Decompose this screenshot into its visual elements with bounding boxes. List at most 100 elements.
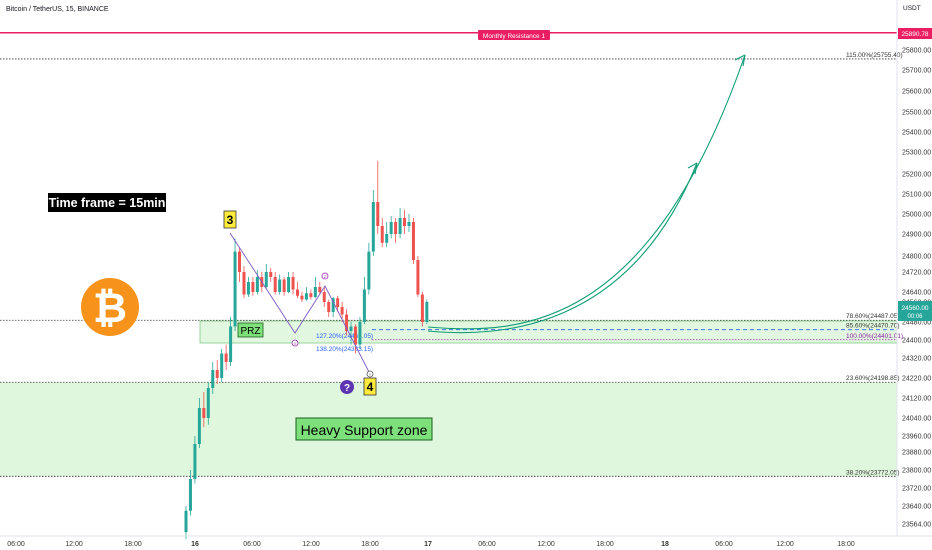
price-tick-label: 24220.00 — [902, 376, 931, 383]
currency-label: USDT — [903, 5, 921, 12]
point-y-text: Y — [369, 373, 372, 377]
time-tick-label: 18:00 — [124, 541, 142, 548]
candle-body — [389, 222, 393, 234]
time-axis[interactable]: 06:00 12:00 18:00 16 06:00 12:00 18:00 17 06:00 1… — [7, 541, 855, 548]
harmonic-pattern-line — [229, 232, 371, 375]
candle-body — [184, 510, 188, 533]
candles-layer — [184, 160, 429, 540]
candle-body — [246, 282, 250, 295]
time-tick-label: 12:00 — [776, 541, 794, 548]
time-tick-label: 06:00 — [243, 541, 261, 548]
candle-body — [376, 202, 380, 226]
resistance-price-text: 25890.78 — [901, 31, 928, 38]
candle-body — [322, 292, 326, 302]
candle-body — [407, 222, 411, 226]
chart-symbol-title: Bitcoin / TetherUS, 15, BINANCE — [6, 6, 109, 13]
candle-body — [211, 370, 215, 388]
candle-body — [380, 226, 384, 243]
point-x-text: X — [294, 342, 297, 346]
price-tick-label: 23960.00 — [902, 434, 931, 441]
question-marker: ? — [340, 380, 354, 394]
support-zone-text: Heavy Support zone — [301, 422, 428, 438]
candle-body — [411, 222, 415, 260]
bar-countdown-text: 00:06 — [907, 314, 923, 320]
price-tick-label: 25500.00 — [902, 110, 931, 117]
price-axis[interactable]: 23564.00 23640.00 23720.00 23800.00 23880.00… — [902, 48, 931, 529]
time-tick-label: 16 — [191, 541, 199, 548]
candle-body — [220, 353, 224, 378]
candle-body — [202, 408, 206, 418]
time-tick-label: 18:00 — [596, 541, 614, 548]
candle-body — [358, 322, 362, 345]
candle-body — [287, 277, 291, 292]
projection-arrow-upper — [427, 54, 746, 330]
point-z-marker: Z — [321, 272, 329, 280]
zones-layer — [0, 320, 898, 477]
candle-body — [345, 314, 349, 331]
price-tick-label: 23800.00 — [902, 468, 931, 475]
candle-body — [416, 260, 420, 295]
candle-body — [229, 326, 233, 362]
fib-level-label: 78.60%(24487.05) — [846, 313, 900, 320]
price-tick-label: 24400.00 — [902, 338, 931, 345]
price-tick-label: 24900.00 — [902, 232, 931, 239]
candle-body — [309, 293, 313, 297]
price-tick-label: 24640.00 — [902, 290, 931, 297]
projection-arrow-lower — [427, 162, 698, 334]
projection-arrowhead-upper — [734, 54, 746, 67]
candle-body — [403, 218, 407, 226]
candle-body — [394, 222, 398, 234]
candle-body — [362, 289, 366, 322]
price-tick-label: 24720.00 — [902, 270, 931, 277]
price-tick-label: 25800.00 — [902, 48, 931, 55]
candle-body — [318, 287, 322, 292]
monthly-resistance-tag: Monthly Resistance 1 — [478, 30, 550, 40]
wave-4-label: 4 — [363, 377, 377, 396]
candle-body — [224, 353, 228, 362]
fib-level-label: 85.60%(24470.70) — [846, 323, 900, 330]
candle-body — [398, 218, 402, 234]
candle-body — [313, 287, 317, 297]
prz-label: PRZ — [237, 322, 264, 338]
price-tick-label: 25300.00 — [902, 150, 931, 157]
fib-level-label: 100.00%(24401.01) — [846, 333, 903, 340]
arrows-layer — [427, 54, 746, 334]
candle-body — [282, 279, 286, 292]
candle-body — [371, 202, 375, 252]
candle-body — [273, 277, 277, 292]
price-tick-label: 25000.00 — [902, 212, 931, 219]
pattern-layer — [229, 232, 371, 375]
price-tick-label: 24800.00 — [902, 254, 931, 261]
candle-body — [206, 388, 210, 418]
point-y-marker: Y — [366, 370, 374, 378]
candle-body — [296, 289, 299, 296]
price-tick-label: 23640.00 — [902, 504, 931, 511]
question-icon: ? — [344, 383, 350, 394]
support-zone-label: Heavy Support zone — [295, 417, 433, 441]
wave-4-text: 4 — [367, 380, 374, 394]
time-tick-label: 12:00 — [65, 541, 83, 548]
harmonic-fib-label: 138.20%(24383.15) — [316, 346, 373, 353]
price-tick-label: 23564.00 — [902, 522, 931, 529]
bitcoin-logo: ₿ — [81, 278, 139, 336]
price-tick-label: 24480.00 — [902, 320, 931, 327]
time-tick-label: 12:00 — [302, 541, 320, 548]
price-tick-label: 25200.00 — [902, 172, 931, 179]
candle-body — [331, 298, 335, 312]
harmonic-fib-label: 127.20%(24461.05) — [316, 333, 373, 340]
price-tick-label: 24040.00 — [902, 416, 931, 423]
heavy-support-zone — [0, 382, 897, 477]
candle-body — [425, 302, 429, 322]
candle-body — [264, 272, 268, 287]
wave-3-label: 3 — [223, 210, 237, 229]
candle-body — [340, 307, 344, 315]
time-tick-label: 06:00 — [7, 541, 25, 548]
fib-level-label: 23.60%(24198.85) — [846, 375, 900, 382]
candle-body — [304, 293, 308, 300]
price-tick-label: 25100.00 — [902, 192, 931, 199]
bitcoin-symbol-icon: ₿ — [93, 283, 127, 332]
price-tick-label: 24120.00 — [902, 396, 931, 403]
prz-text: PRZ — [241, 326, 261, 337]
price-tick-label: 25600.00 — [902, 89, 931, 96]
